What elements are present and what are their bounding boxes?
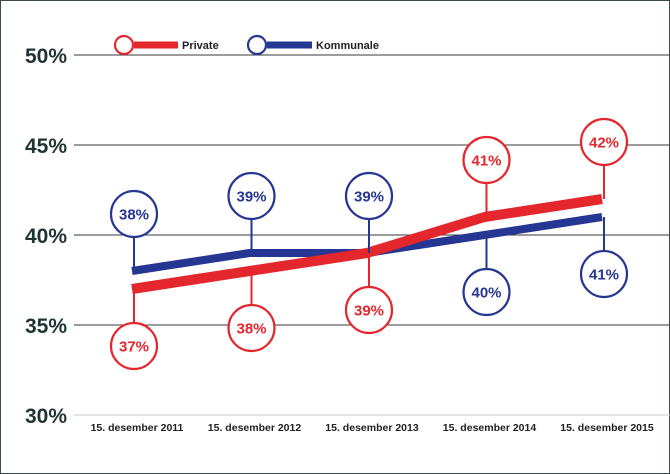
legend-swatch-circle [113,34,135,56]
bubble-circle [462,135,511,185]
bubble-circle [579,249,629,299]
data-label: 40% [471,285,501,302]
y-tick-label: 35% [25,315,67,338]
data-label: 41% [471,153,501,170]
x-tick-label: 15. desember 2012 [208,422,302,434]
bubble-circle [344,285,394,335]
legend-label: Private [182,40,219,52]
data-label-bubble: 37% [109,289,159,371]
bubble-circle [462,267,511,317]
legend: Private Kommunale [113,34,379,56]
data-label-bubble: 41% [462,135,511,217]
y-tick-label: 50% [25,45,67,68]
series-line-private [131,194,603,294]
data-label-bubble: 39% [344,253,394,335]
data-label: 37% [119,339,149,356]
gridlines [74,54,670,416]
data-label: 42% [589,135,619,152]
data-label: 39% [354,189,384,206]
legend-item-kommunale: Kommunale [246,34,379,56]
bubble-circle [109,189,159,239]
x-tick-label: 15. desember 2015 [560,422,654,434]
bubble-circle [227,303,276,353]
legend-swatch-circle [246,34,268,56]
y-tick-label: 45% [25,135,67,158]
legend-label: Kommunale [316,40,379,52]
y-tick-label: 40% [25,225,67,248]
bubble-circle [579,117,629,167]
data-label-bubble: 38% [227,271,276,353]
series-lines [131,194,603,294]
data-label-bubble: 39% [227,171,276,253]
bubble-circle [227,171,276,221]
x-tick-label: 15. desember 2013 [325,422,419,434]
data-label: 38% [119,207,149,224]
data-label-bubble: 38% [109,189,159,271]
series-line-kommunale [131,213,603,275]
data-label: 38% [236,321,266,338]
data-label: 41% [589,267,619,284]
y-tick-label: 30% [25,405,67,428]
data-label-bubble: 42% [579,117,629,199]
data-label: 39% [236,189,266,206]
data-label: 39% [354,303,384,320]
bubble-circle [109,321,159,371]
data-label-bubbles: 37% 38% 39% 41% 42% 38% 39% 39% 40% 41% [109,117,629,371]
y-axis-ticks: 30% 35% 40% 45% 50% [25,45,67,428]
data-label-bubble: 40% [462,235,511,317]
bubble-circle [344,171,394,221]
data-label-bubble: 39% [344,171,394,253]
x-tick-label: 15. desember 2011 [91,422,184,434]
data-label-bubble: 41% [579,217,629,299]
x-tick-label: 15. desember 2014 [443,422,537,434]
legend-item-private: Private [113,34,219,56]
x-axis-ticks: 15. desember 2011 15. desember 2012 15. de… [91,422,654,434]
